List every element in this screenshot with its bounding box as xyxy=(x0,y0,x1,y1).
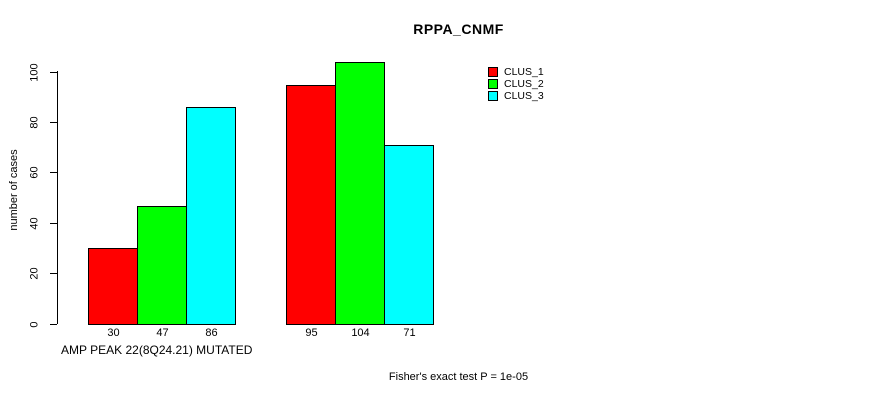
y-tick-label: 80 xyxy=(28,116,41,129)
bar-value-label: 86 xyxy=(205,327,218,339)
legend-label: CLUS_2 xyxy=(504,78,544,90)
y-tick-mark xyxy=(50,71,57,73)
y-tick-mark xyxy=(50,121,57,123)
x-axis-title: AMP PEAK 22(8Q24.21) MUTATED xyxy=(61,343,253,357)
legend-row: CLUS_2 xyxy=(488,78,544,90)
bar-value-label: 95 xyxy=(305,327,318,339)
y-tick-label: 20 xyxy=(28,267,41,280)
bar-clus_2-group2 xyxy=(335,61,385,325)
legend-swatch-icon xyxy=(488,91,498,101)
legend-swatch-icon xyxy=(488,67,498,77)
y-tick-label: 100 xyxy=(28,62,41,82)
bar-value-label: 71 xyxy=(403,327,416,339)
y-tick-label: 40 xyxy=(28,217,41,230)
legend-swatch-icon xyxy=(488,79,498,89)
bar-value-label: 30 xyxy=(107,327,120,339)
bar-clus_3-group2 xyxy=(384,145,434,325)
y-tick-label: 60 xyxy=(28,166,41,179)
y-axis-line xyxy=(57,71,58,324)
legend-row: CLUS_3 xyxy=(488,90,544,102)
bar-clus_1-group1 xyxy=(88,248,138,325)
y-tick-mark xyxy=(50,172,57,174)
y-tick-mark xyxy=(50,222,57,224)
y-axis-title: number of cases xyxy=(8,149,20,231)
bar-clus_1-group2 xyxy=(286,84,336,325)
chart-title: RPPA_CNMF xyxy=(413,21,504,37)
fisher-test-annotation: Fisher's exact test P = 1e-05 xyxy=(388,371,529,383)
y-tick-label: 0 xyxy=(28,320,41,328)
legend-row: CLUS_1 xyxy=(488,66,544,78)
legend-label: CLUS_3 xyxy=(504,90,544,102)
bar-clus_2-group1 xyxy=(137,205,187,325)
y-tick-mark xyxy=(50,323,57,325)
y-tick-mark xyxy=(50,273,57,275)
bar-value-label: 104 xyxy=(351,327,370,339)
legend: CLUS_1 CLUS_2 CLUS_3 xyxy=(488,66,544,102)
bar-clus_3-group1 xyxy=(186,107,236,325)
legend-label: CLUS_1 xyxy=(504,66,544,78)
bar-value-label: 47 xyxy=(156,327,169,339)
